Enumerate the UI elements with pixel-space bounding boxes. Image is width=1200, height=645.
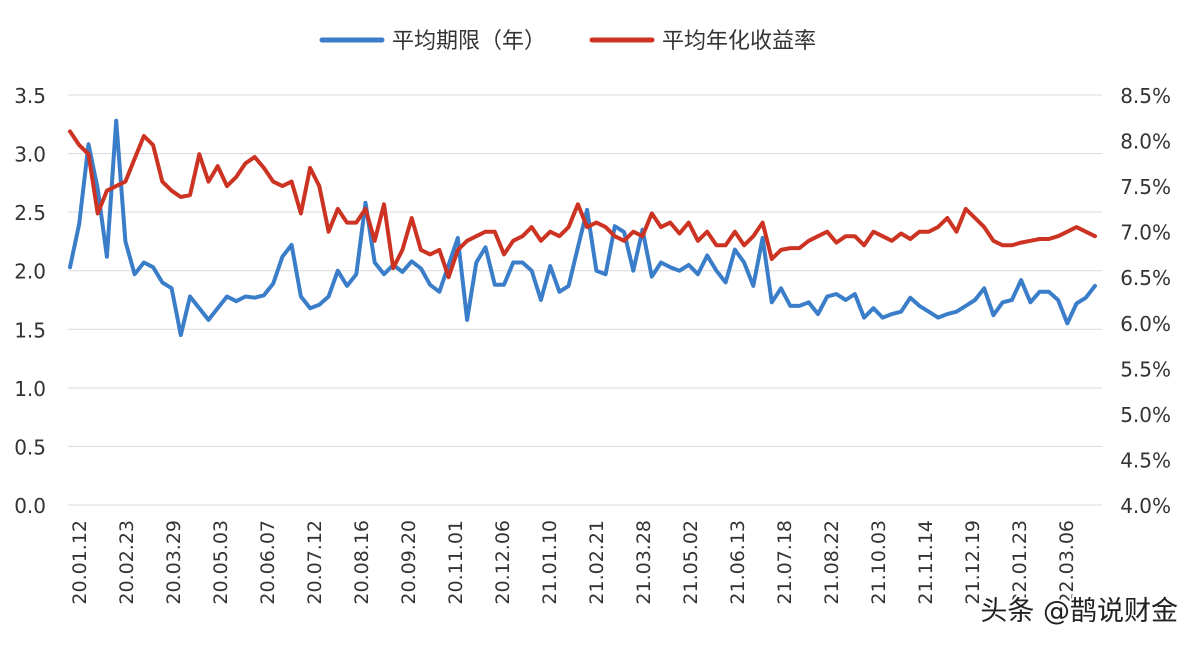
y-left-tick-label: 2.0	[14, 260, 46, 284]
y-left-tick-label: 3.0	[14, 143, 46, 167]
y-right-tick-label: 5.5%	[1120, 357, 1171, 381]
series-line-1	[68, 118, 1097, 338]
x-tick-label: 21.08.22	[821, 520, 843, 605]
x-tick-label: 21.07.18	[774, 520, 796, 605]
legend: 平均期限（年） 平均年化收益率	[319, 29, 816, 54]
x-tick-label: 21.06.13	[727, 520, 749, 605]
y-right-tick-label: 6.5%	[1120, 266, 1171, 290]
x-tick-label: 20.01.12	[69, 520, 91, 605]
x-tick-label: 21.03.28	[633, 520, 655, 605]
x-tick-label: 20.03.29	[163, 520, 185, 605]
y-left-tick-label: 3.5	[14, 84, 46, 108]
x-tick-label: 21.12.19	[962, 520, 984, 605]
x-tick-label: 22.03.06	[1056, 520, 1078, 605]
x-tick-label: 20.09.20	[398, 520, 420, 605]
x-tick-label: 21.02.21	[586, 520, 608, 605]
y-right-tick-label: 7.0%	[1120, 221, 1171, 245]
x-tick-label: 20.11.01	[445, 520, 467, 605]
y-left-tick-label: 1.0	[14, 377, 46, 401]
y-left-tick-label: 0.5	[14, 435, 46, 459]
legend-label: 平均年化收益率	[662, 29, 816, 54]
x-tick-label: 20.05.03	[210, 520, 232, 605]
x-tick-label: 21.11.14	[915, 520, 937, 605]
x-tick-label: 20.02.23	[116, 520, 138, 605]
left-y-axis: 0.0 0.5 1.0 1.5 2.0 2.5 3.0 3.5	[14, 84, 46, 518]
watermark: 头条 @鹊说财金	[980, 596, 1178, 627]
y-right-tick-label: 6.0%	[1120, 312, 1171, 336]
x-tick-label: 20.12.06	[492, 520, 514, 605]
x-tick-label: 20.06.07	[257, 520, 279, 605]
x-tick-label: 21.01.10	[539, 520, 561, 605]
y-right-tick-label: 5.0%	[1120, 403, 1171, 427]
x-tick-label: 20.08.16	[351, 520, 373, 605]
x-tick-label: 22.01.23	[1009, 520, 1031, 605]
right-y-axis: 4.0% 4.5% 5.0% 5.5% 6.0% 6.5% 7.0% 7.5% 8.0% 8.5%	[1120, 84, 1171, 518]
y-right-tick-label: 4.0%	[1120, 494, 1171, 518]
x-axis: 20.01.12 20.02.23 20.03.29 20.05.03 20.06.07…	[69, 520, 1078, 605]
x-tick-label: 21.10.03	[868, 520, 890, 605]
y-left-tick-label: 0.0	[14, 494, 46, 518]
series-line-2	[68, 129, 1097, 280]
y-right-tick-label: 8.0%	[1120, 130, 1171, 154]
x-tick-label: 21.05.02	[680, 520, 702, 605]
y-right-tick-label: 8.5%	[1120, 84, 1171, 108]
series-lines	[68, 118, 1097, 338]
y-left-tick-label: 2.5	[14, 201, 46, 225]
y-right-tick-label: 4.5%	[1120, 448, 1171, 472]
x-tick-label: 20.07.12	[304, 520, 326, 605]
legend-label: 平均期限（年）	[392, 29, 546, 54]
y-right-tick-label: 7.5%	[1120, 175, 1171, 199]
y-left-tick-label: 1.5	[14, 318, 46, 342]
